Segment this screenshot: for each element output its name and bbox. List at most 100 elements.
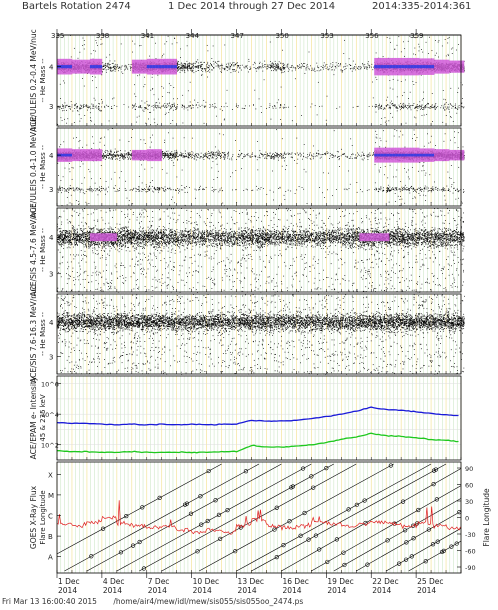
scatter-point [269,64,271,66]
scatter-point [369,64,371,66]
scatter-point [78,200,80,202]
scatter-point [66,196,68,198]
scatter-point [434,108,436,110]
scatter-point [438,40,440,42]
scatter-point [73,122,75,123]
scatter-point [174,105,175,107]
scatter-point [180,57,181,58]
scatter-point [218,65,220,67]
scatter-point [405,105,407,106]
scatter-point [83,106,84,108]
scatter-point [141,100,143,102]
scatter-point [269,103,271,105]
scatter-point [177,68,179,70]
scatter-point [76,107,78,109]
scatter-point [447,42,449,44]
scatter-point [58,187,60,189]
scatter-point [162,105,164,107]
scatter-point [335,67,337,69]
scatter-point [180,67,181,69]
scatter-point [413,116,415,118]
density-core [137,59,142,74]
scatter-point [67,106,69,107]
scatter-point [407,105,409,107]
scatter-point [187,68,189,69]
scatter-point [129,65,131,67]
scatter-point [160,107,162,109]
scatter-point [440,107,442,109]
scatter-point [182,105,183,106]
scatter-point [182,104,184,106]
scatter-point [431,93,433,94]
scatter-point [316,70,318,72]
scatter-point [169,105,171,107]
scatter-point [93,50,95,52]
scatter-point [63,110,65,111]
scatter-point [91,120,93,122]
scatter-point [177,66,179,68]
scatter-point [273,63,274,65]
scatter-point [207,63,209,65]
scatter-point [281,70,283,72]
scatter-point [180,67,182,68]
scatter-point [69,106,71,107]
scatter-point [109,64,111,65]
scatter-point [69,171,71,173]
scatter-point [339,106,341,108]
scatter-point [455,108,457,109]
scatter-point [70,35,71,36]
density-peak [59,153,64,157]
scatter-point [421,108,422,110]
scatter-point [198,70,199,71]
density-peak [407,65,411,69]
scatter-point [192,104,193,106]
scatter-point [194,62,196,64]
scatter-point [399,106,400,107]
scatter-point [430,106,432,108]
scatter-point [190,63,192,65]
scatter-point [198,65,200,66]
scatter-point [144,102,146,104]
scatter-point [358,66,359,68]
scatter-point [394,104,396,106]
scatter-point [60,117,62,119]
page-title: Bartels Rotation 2474 1 Dec 2014 through… [0,0,498,14]
scatter-point [79,140,81,141]
scatter-point [68,106,70,108]
scatter-point [222,65,224,67]
scatter-point [171,107,172,109]
scatter-point [286,63,288,65]
scatter-point [457,92,459,93]
scatter-point [221,67,223,69]
scatter-point [69,185,71,187]
scatter-point [167,103,169,105]
scatter-point [169,109,170,111]
scatter-point [107,66,109,68]
scatter-point [258,66,260,67]
scatter-point [235,69,237,71]
scatter-point [407,105,409,107]
scatter-point [131,107,133,109]
scatter-point [171,105,173,107]
scatter-point [201,104,203,106]
scatter-point [60,190,61,191]
scatter-point [283,64,285,66]
scatter-point [394,48,396,50]
scatter-point [323,62,325,64]
scatter-point [135,103,136,105]
scatter-point [423,114,425,116]
density-peak [392,65,396,69]
scatter-point [371,63,373,65]
scatter-point [181,106,183,108]
density-peak [89,65,94,69]
scatter-point [397,79,399,81]
scatter-point [150,111,152,113]
scatter-point [290,67,292,68]
scatter-point [461,106,463,108]
density-peak [431,65,435,69]
scatter-point [445,102,447,103]
scatter-point [152,88,153,90]
scatter-point [73,188,75,190]
scatter-point [287,63,289,65]
scatter-point [79,191,81,193]
